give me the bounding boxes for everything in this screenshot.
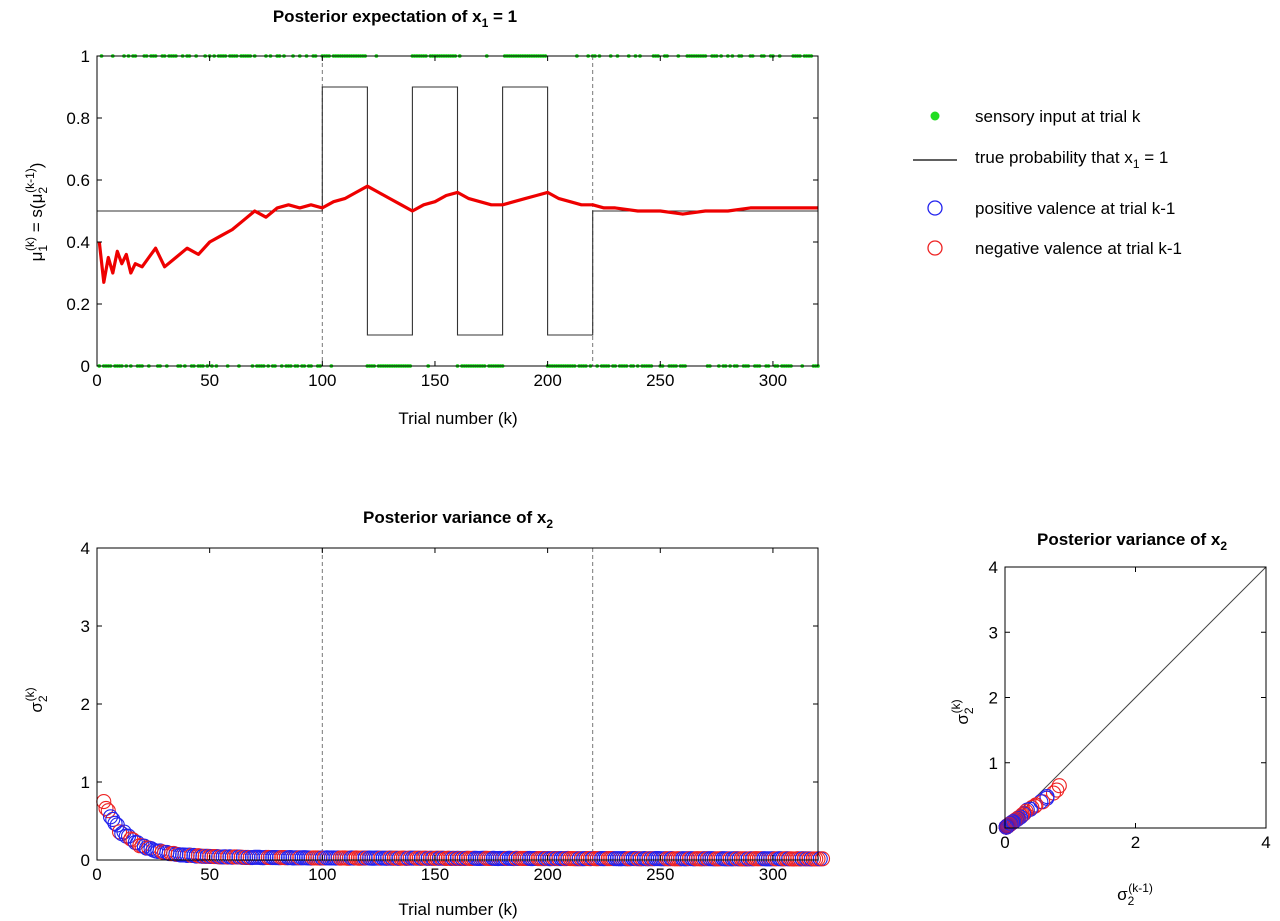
top-y-tick-label: 0 [81, 357, 90, 376]
legend: sensory input at trial k true probabilit… [913, 107, 1182, 258]
variance-point [105, 811, 121, 827]
right-y-tick-label: 2 [989, 689, 998, 708]
top-y-tick-label: 1 [81, 47, 90, 66]
legend-marker-positive-valence [927, 200, 943, 216]
right-y-axis-label: σ2(k) [949, 699, 976, 724]
svg-text:σ2(k): σ2(k) [23, 687, 50, 712]
legend-label-true-probability: true probability that x1 = 1 [975, 148, 1168, 171]
bottom-y-tick-label: 0 [81, 851, 90, 870]
top-x-tick-label: 100 [308, 371, 336, 390]
right-y-tick-label: 0 [989, 819, 998, 838]
bottom-y-axis-label: σ2(k) [23, 687, 50, 712]
bottom-x-tick-label: 200 [533, 865, 561, 884]
top-chart: Posterior expectation of x1 = 1 μ1(k) = … [23, 7, 820, 428]
bottom-chart-title: Posterior variance of x2 [363, 508, 553, 531]
true-probability-line [97, 86, 818, 336]
svg-text:μ1(k) = s(μ2(k-1)): μ1(k) = s(μ2(k-1)) [23, 163, 50, 262]
variance-point [98, 800, 114, 816]
variance-pair-point [1049, 782, 1065, 798]
bottom-axes-box [96, 547, 819, 861]
bottom-x-tick-label: 150 [421, 865, 449, 884]
top-y-tick-label: 0.4 [66, 233, 90, 252]
bottom-x-axis-label: Trial number (k) [398, 900, 517, 919]
bottom-x-tick-label: 300 [759, 865, 787, 884]
top-chart-title: Posterior expectation of x1 = 1 [273, 7, 517, 30]
bottom-x-tick-label: 100 [308, 865, 336, 884]
variance-point [814, 851, 831, 867]
right-y-tick-label: 3 [989, 623, 998, 642]
bottom-y-tick-label: 1 [81, 773, 90, 792]
top-y-tick-label: 0.6 [66, 171, 90, 190]
top-x-tick-label: 300 [759, 371, 787, 390]
svg-text:σ2(k): σ2(k) [949, 699, 976, 724]
right-y-tick-label: 4 [989, 558, 998, 577]
variance-point [100, 803, 116, 819]
variance-pair-point [998, 819, 1014, 835]
bottom-x-tick-label: 250 [646, 865, 674, 884]
right-y-tick-label: 1 [989, 754, 998, 773]
top-x-tick-label: 0 [92, 371, 101, 390]
legend-marker-sensory-input [930, 111, 940, 121]
variance-point [114, 826, 130, 842]
right-x-tick-label: 4 [1261, 833, 1270, 852]
bottom-x-tick-label: 50 [200, 865, 219, 884]
bottom-chart: Posterior variance of x2 σ2(k) 0 50 100 150… [23, 508, 831, 919]
top-x-tick-label: 50 [200, 371, 219, 390]
top-y-tick-label: 0.2 [66, 295, 90, 314]
identity-line [1004, 566, 1267, 829]
posterior-mean-line [97, 184, 818, 284]
right-x-tick-label: 2 [1131, 833, 1140, 852]
top-x-tick-label: 200 [533, 371, 561, 390]
right-x-tick-label: 0 [1000, 833, 1009, 852]
legend-label-sensory-input: sensory input at trial k [975, 107, 1141, 126]
bottom-y-tick-label: 2 [81, 695, 90, 714]
top-axes-box [96, 55, 819, 367]
top-x-tick-label: 150 [421, 371, 449, 390]
legend-label-negative-valence: negative valence at trial k-1 [975, 239, 1182, 258]
right-chart: Posterior variance of x2 σ2(k) 0 2 401234 … [949, 530, 1271, 908]
top-x-tick-label: 250 [646, 371, 674, 390]
bottom-y-tick-label: 3 [81, 617, 90, 636]
legend-label-positive-valence: positive valence at trial k-1 [975, 199, 1175, 218]
right-x-axis-label: σ2(k-1) [1117, 881, 1153, 908]
bottom-y-tick-label: 4 [81, 539, 90, 558]
bottom-x-tick-label: 0 [92, 865, 101, 884]
variance-pair-point [1027, 798, 1043, 814]
top-x-axis-label: Trial number (k) [398, 409, 517, 428]
legend-marker-negative-valence [927, 240, 943, 256]
top-y-axis-label: μ1(k) = s(μ2(k-1)) [23, 163, 50, 262]
right-chart-title: Posterior variance of x2 [1037, 530, 1227, 553]
top-y-tick-label: 0.8 [66, 109, 90, 128]
